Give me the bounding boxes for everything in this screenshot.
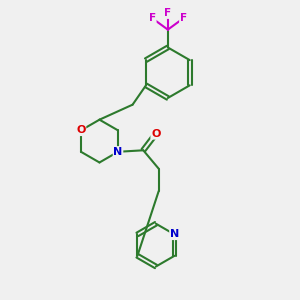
Text: O: O [151, 129, 160, 139]
Text: F: F [149, 13, 156, 23]
Text: O: O [76, 125, 86, 135]
Text: N: N [170, 230, 179, 239]
Text: N: N [113, 147, 123, 157]
Text: F: F [180, 13, 187, 23]
Text: F: F [164, 8, 171, 18]
